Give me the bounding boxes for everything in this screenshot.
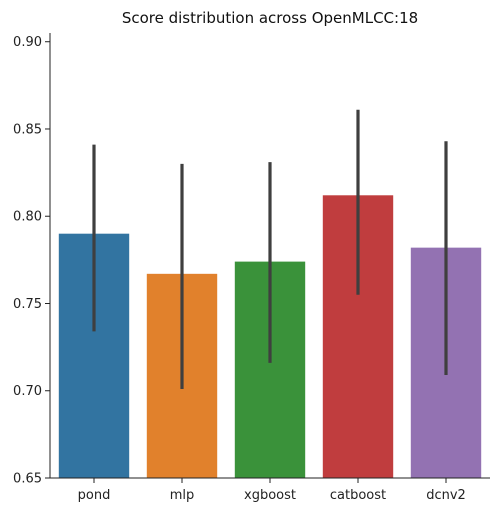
- y-tick-label: 0.70: [13, 384, 42, 399]
- y-tick-label: 0.80: [13, 210, 42, 225]
- y-tick-label: 0.90: [13, 35, 42, 50]
- y-tick-label: 0.75: [13, 297, 42, 312]
- x-tick-label-pond: pond: [78, 488, 111, 503]
- x-tick-label-dcnv2: dcnv2: [426, 488, 466, 503]
- x-tick-label-mlp: mlp: [170, 488, 195, 503]
- x-ticks-group: pond mlp xgboost catboost dcnv2: [78, 478, 466, 503]
- x-tick-label-catboost: catboost: [330, 488, 386, 503]
- x-tick-label-xgboost: xgboost: [244, 488, 296, 503]
- error-bars-group: [92, 109, 448, 389]
- y-tick-label: 0.85: [13, 122, 42, 137]
- y-tick-label: 0.65: [13, 472, 42, 487]
- y-ticks-group: 0.65 0.70 0.75 0.80 0.85 0.90: [13, 35, 50, 487]
- chart-title: Score distribution across OpenMLCC:18: [122, 9, 418, 27]
